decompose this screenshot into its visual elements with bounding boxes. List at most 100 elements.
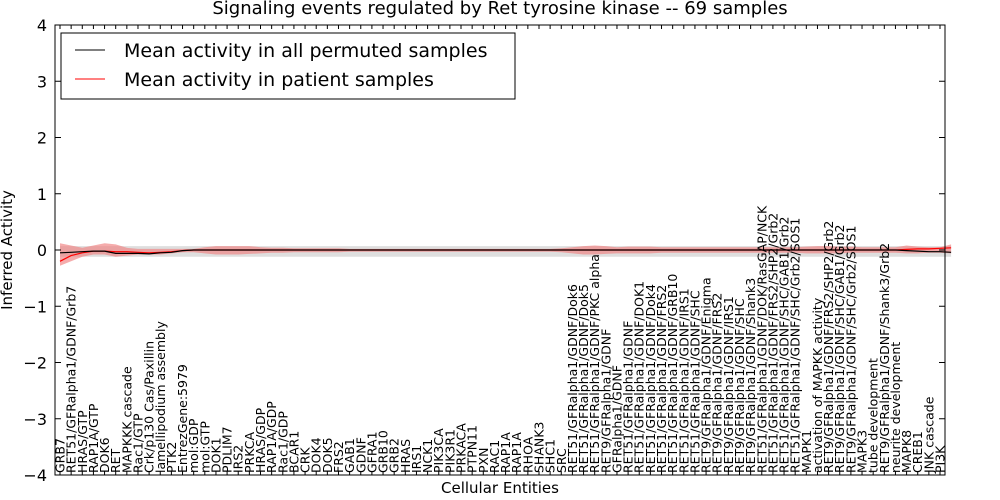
x-tick-label: PXN (476, 448, 491, 473)
x-tick-label: SHANK3 (532, 422, 547, 473)
y-tick-label: −2 (23, 354, 47, 373)
x-tick-label: RET (108, 448, 123, 473)
x-tick-label: RET9/GFRalpha1/GDNF/SHC/GAB1/Grb2 (832, 224, 847, 473)
x-tick-label: MAPKKK cascade (119, 366, 134, 473)
x-axis: GRB7RET51/GFRalpha1/GDNF/Grb7HRAS/GTPRAP… (53, 25, 948, 475)
x-tick-label: RET51/GFRalpha1/GDNF/IRS1 (676, 288, 691, 473)
x-tick-label: PI3K (933, 445, 948, 473)
x-tick-label: MAPK8 (899, 430, 914, 473)
x-tick-label: RET9/GFRalpha1/GDNF/FRS2/SHP2/Grb2 (821, 221, 836, 473)
x-tick-label: Crk/p130 Cas/Paxillin (142, 341, 157, 473)
x-tick-label: RET51/GFRalpha1/GDNF/SHC/Grb2/SOS1 (788, 218, 803, 473)
x-tick-label: CREB1 (910, 431, 925, 473)
x-tick-label: PTK2 (164, 442, 179, 473)
x-tick-label: Rac1/GTP (131, 413, 146, 473)
legend-label-permuted: Mean activity in all permuted samples (124, 40, 487, 62)
x-tick-label: RET51/GFRalpha1/GDNF (621, 321, 636, 473)
x-tick-label: RET9/GFRalpha1/GDNF/IRS1 (721, 296, 736, 473)
y-axis-label: Inferred Activity (0, 190, 16, 310)
x-tick-label: GRB7 (53, 438, 68, 473)
x-tick-label: IRS1 (409, 445, 424, 473)
x-tick-label: FRS2 (331, 441, 346, 473)
x-tick-label: HRAS/GTP (75, 410, 90, 473)
x-tick-label: RET9/GFRalpha1/GDNF (598, 329, 613, 473)
x-tick-label: IRS2 (231, 445, 246, 473)
x-tick-label: PRKACA (454, 423, 469, 473)
chart-title: Signaling events regulated by Ret tyrosi… (212, 0, 787, 19)
x-tick-label: GDNF (353, 437, 368, 473)
confidence-bands (60, 243, 952, 266)
x-tick-label: GAB1 (342, 438, 357, 473)
x-tick-label: RAP1A (498, 432, 513, 473)
x-tick-label: PIK3R1 (442, 429, 457, 473)
x-tick-label: RAC1 (487, 440, 502, 473)
x-tick-label: RET9/GFRalpha1/GDNF/Shank3/Grb2 (877, 243, 892, 473)
x-tick-label: RET9/GFRalpha1/GDNF/SHC (732, 298, 747, 473)
x-tick-label: RET51/GFRalpha1/GDNF/DOK1 (632, 281, 647, 473)
permuted-mean-line (59, 249, 952, 255)
legend-label-patient: Mean activity in patient samples (124, 69, 434, 91)
x-tick-label: CRK (298, 447, 313, 473)
y-axis: −4 −3 −2 −1 0 1 2 3 4 (23, 16, 945, 485)
x-tick-label: RET51/GFRalpha1/GDNF/Dok4 (643, 284, 658, 473)
x-axis-label: Cellular Entities (441, 479, 559, 497)
x-tick-label: RET51/GFRalpha1/GDNF/Dok5 (576, 284, 591, 473)
y-tick-label: −4 (23, 466, 47, 485)
x-tick-label: mol:GDP (186, 418, 201, 473)
x-tick-label: PIK3CA (431, 428, 446, 473)
x-tick-label: GFRalpha1/GDNF (610, 365, 625, 473)
legend: Mean activity in all permuted samples Me… (60, 32, 516, 100)
x-tick-label: neurite development (888, 342, 903, 473)
x-tick-label: RET51/GFRalpha1/GDNF/DOK/RasGAP/NCK (754, 205, 769, 473)
x-tick-label: RET51/GFRalpha1/GDNF/PKC alpha (587, 254, 602, 473)
x-tick-label: RET51/GFRalpha1/GDNF/SHC/GAB1/Grb2 (777, 217, 792, 473)
x-tick-label: GFRA1 (364, 431, 379, 473)
x-tick-label: RET51/GFRalpha1/GDNF/Grb7 (64, 286, 79, 473)
x-tick-label: SHC1 (543, 439, 558, 473)
x-tick-label: RAP1A/GDP (264, 401, 279, 473)
x-tick-label: JNK cascade (921, 396, 936, 474)
patient-band (60, 243, 952, 266)
x-tick-label: DOK6 (97, 437, 112, 473)
x-tick-label: HRAS/GDP (253, 407, 268, 473)
x-tick-label: RET9/GFRalpha1/GDNF/FRS2 (710, 293, 725, 473)
x-tick-label: mol:GTP (197, 421, 212, 473)
x-tick-label: Rac1/GDP (275, 411, 290, 473)
y-tick-label: −3 (23, 410, 47, 429)
x-tick-label: RAP1A (509, 432, 524, 473)
x-tick-label: GRB10 (376, 430, 391, 473)
x-tick-label: RAP1A/GTP (86, 403, 101, 473)
x-tick-label: RET9/GFRalpha1/GDNF/Enigma (699, 277, 714, 473)
x-tick-label: HRAS (398, 439, 413, 473)
y-tick-label: 2 (37, 129, 47, 148)
x-tick-label: GRB2 (387, 438, 402, 473)
x-tick-label: RET51/GFRalpha1/GDNF/GRB10 (665, 274, 680, 473)
x-tick-label: RET51/GFRalpha1/GDNF/FRS2 (654, 285, 669, 473)
y-tick-label: 4 (37, 16, 47, 35)
x-tick-label: PDLIM7 (220, 426, 235, 473)
x-tick-label: PRKCA (242, 432, 257, 473)
x-tick-label: DOK1 (208, 437, 223, 473)
y-tick-label: 0 (37, 241, 47, 260)
series-lines (59, 247, 952, 262)
y-tick-label: −1 (23, 297, 47, 316)
x-tick-label: lamellipodium assembly (153, 321, 168, 473)
x-tick-label: BCAR1 (286, 431, 301, 473)
x-tick-label: DOK4 (309, 437, 324, 473)
x-tick-label: RET51/GFRalpha1/GDNF/SHC (687, 290, 702, 473)
x-tick-label: PTPN11 (465, 425, 480, 473)
x-tick-label: RET51/GFRalpha1/GDNF/Dok6 (565, 284, 580, 473)
x-tick-label: MAPK1 (799, 430, 814, 473)
x-tick-label: RET9/GFRalpha1/GDNF/Shank3 (743, 278, 758, 473)
y-tick-label: 1 (37, 185, 47, 204)
y-tick-label: 3 (37, 72, 47, 91)
x-tick-label: activation of MAPKK activity (810, 297, 825, 473)
x-tick-label: tube development (866, 358, 881, 473)
x-tick-label: DOK5 (320, 437, 335, 473)
x-tick-label: RHOA (520, 436, 535, 473)
x-tick-label: RET51/GFRalpha1/GDNF/FRS2/SHP2/Grb2 (765, 213, 780, 473)
x-tick-label: SRC (554, 448, 569, 473)
x-tick-label: RET9/GFRalpha1/GDNF/SHC/Grb2/SOS1 (843, 226, 858, 473)
plot-frame (54, 24, 946, 476)
